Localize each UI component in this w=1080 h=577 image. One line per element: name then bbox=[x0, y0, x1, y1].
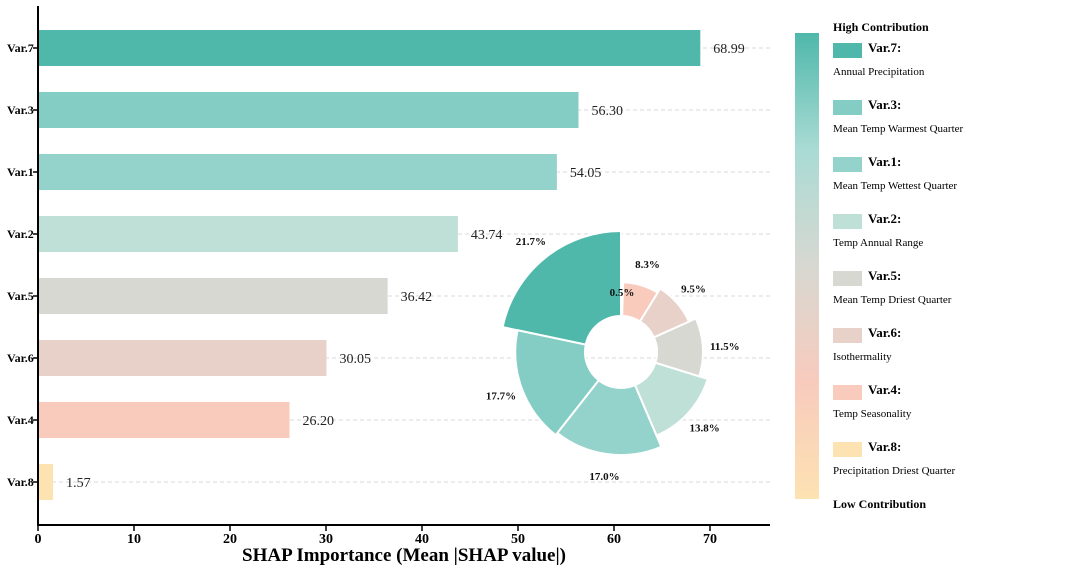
bar-var-1 bbox=[38, 154, 557, 190]
legend-entry-name: Var.1: bbox=[868, 154, 901, 169]
y-tick-label: Var.4 bbox=[7, 413, 34, 427]
y-tick-label: Var.6 bbox=[7, 351, 34, 365]
y-tick-label: Var.5 bbox=[7, 289, 34, 303]
bar-var-2 bbox=[38, 216, 458, 252]
pie-slice-var-5 bbox=[652, 317, 704, 378]
bar-var-4 bbox=[38, 402, 290, 438]
y-tick-label: Var.3 bbox=[7, 103, 34, 117]
bar-var-5 bbox=[38, 278, 388, 314]
legend-swatch bbox=[833, 271, 862, 286]
legend-entry-name: Var.7: bbox=[868, 40, 901, 55]
legend-entry-name: Var.5: bbox=[868, 268, 901, 283]
pie-slice-var-8 bbox=[620, 310, 624, 318]
pie-percent-label: 0.5% bbox=[610, 287, 635, 299]
legend-entry-description: Temp Seasonality bbox=[833, 408, 912, 420]
pie-percent-label: 17.7% bbox=[486, 391, 516, 403]
pie-slice-var-7 bbox=[501, 229, 622, 346]
legend-entry-description: Temp Annual Range bbox=[833, 237, 923, 249]
inset-pie: 21.7% 17.7% 17.0% 13.8% 11.5% 9.5% 8.3% 0.5% bbox=[486, 229, 740, 483]
legend-entry-description: Mean Temp Driest Quarter bbox=[833, 294, 952, 306]
legend-top-label: High Contribution bbox=[833, 20, 929, 34]
bar-value-label: 26.20 bbox=[303, 414, 335, 429]
pie-slice-var-2 bbox=[633, 361, 709, 437]
bar-var-8 bbox=[38, 464, 54, 500]
legend-entry-description: Mean Temp Wettest Quarter bbox=[833, 180, 957, 192]
bar-var-3 bbox=[38, 92, 579, 128]
bar-value-label: 1.57 bbox=[66, 476, 91, 491]
legend-entry-name: Var.4: bbox=[868, 382, 901, 397]
legend-swatch bbox=[833, 385, 862, 400]
bar-var-6 bbox=[38, 340, 327, 376]
colorbar bbox=[795, 33, 819, 499]
pie-percent-label: 13.8% bbox=[690, 423, 720, 435]
x-tick-label: 30 bbox=[319, 532, 333, 547]
pie-percent-label: 9.5% bbox=[681, 283, 706, 295]
pie-percent-label: 21.7% bbox=[516, 236, 546, 248]
bar-value-label: 30.05 bbox=[339, 352, 371, 367]
bar-value-label: 56.30 bbox=[591, 104, 623, 119]
legend-entry-name: Var.8: bbox=[868, 439, 901, 454]
bar-value-label: 68.99 bbox=[713, 42, 745, 57]
legend-entry-description: Annual Precipitation bbox=[833, 66, 925, 78]
axes: Var.7 Var.3 Var.1 Var.2 Var.5 Var.6 Var.4 Var.8… bbox=[7, 6, 770, 547]
pie-slice-var-6 bbox=[638, 287, 691, 339]
pie-percent-label: 11.5% bbox=[710, 341, 740, 353]
legend-entry-description: Precipitation Driest Quarter bbox=[833, 465, 956, 477]
pie-slice-var-1 bbox=[555, 378, 663, 457]
legend-swatch bbox=[833, 328, 862, 343]
bar-value-label: 43.74 bbox=[471, 228, 503, 243]
x-tick-label: 40 bbox=[415, 532, 429, 547]
legend-swatch bbox=[833, 157, 862, 172]
pie-slice-var-3 bbox=[514, 329, 601, 437]
legend-entry-description: Mean Temp Warmest Quarter bbox=[833, 123, 964, 135]
legend-entry-name: Var.3: bbox=[868, 97, 901, 112]
bars: 68.99 56.30 54.05 43.74 36.42 30.05 26.20 1.57 bbox=[38, 30, 745, 500]
pie-percent-label: 8.3% bbox=[635, 259, 660, 271]
legend-swatch bbox=[833, 214, 862, 229]
y-tick-label: Var.1 bbox=[7, 165, 34, 179]
y-tick-label: Var.8 bbox=[7, 475, 34, 489]
x-axis-label: SHAP Importance (Mean |SHAP value|) bbox=[242, 545, 566, 566]
bar-var-7 bbox=[38, 30, 701, 66]
legend-entry-name: Var.6: bbox=[868, 325, 901, 340]
legend-swatch bbox=[833, 43, 862, 58]
y-tick-label: Var.7 bbox=[7, 41, 34, 55]
legend-bottom-label: Low Contribution bbox=[833, 497, 926, 511]
pie-percent-label: 17.0% bbox=[589, 471, 619, 483]
y-tick-label: Var.2 bbox=[7, 227, 34, 241]
x-tick-label: 70 bbox=[703, 532, 717, 547]
x-tick-label: 0 bbox=[35, 532, 42, 547]
legend-swatch bbox=[833, 442, 862, 457]
legend-entry-description: Isothermality bbox=[833, 351, 892, 363]
pie-slice-var-4 bbox=[621, 281, 660, 323]
legend: High Contribution Low Contribution Var.7… bbox=[795, 20, 964, 511]
x-tick-label: 60 bbox=[607, 532, 621, 547]
bar-value-label: 36.42 bbox=[401, 290, 433, 305]
x-tick-label: 50 bbox=[511, 532, 525, 547]
legend-swatch bbox=[833, 100, 862, 115]
legend-entry-name: Var.2: bbox=[868, 211, 901, 226]
x-tick-label: 20 bbox=[223, 532, 237, 547]
bar-value-label: 54.05 bbox=[570, 166, 602, 181]
x-tick-label: 10 bbox=[127, 532, 141, 547]
